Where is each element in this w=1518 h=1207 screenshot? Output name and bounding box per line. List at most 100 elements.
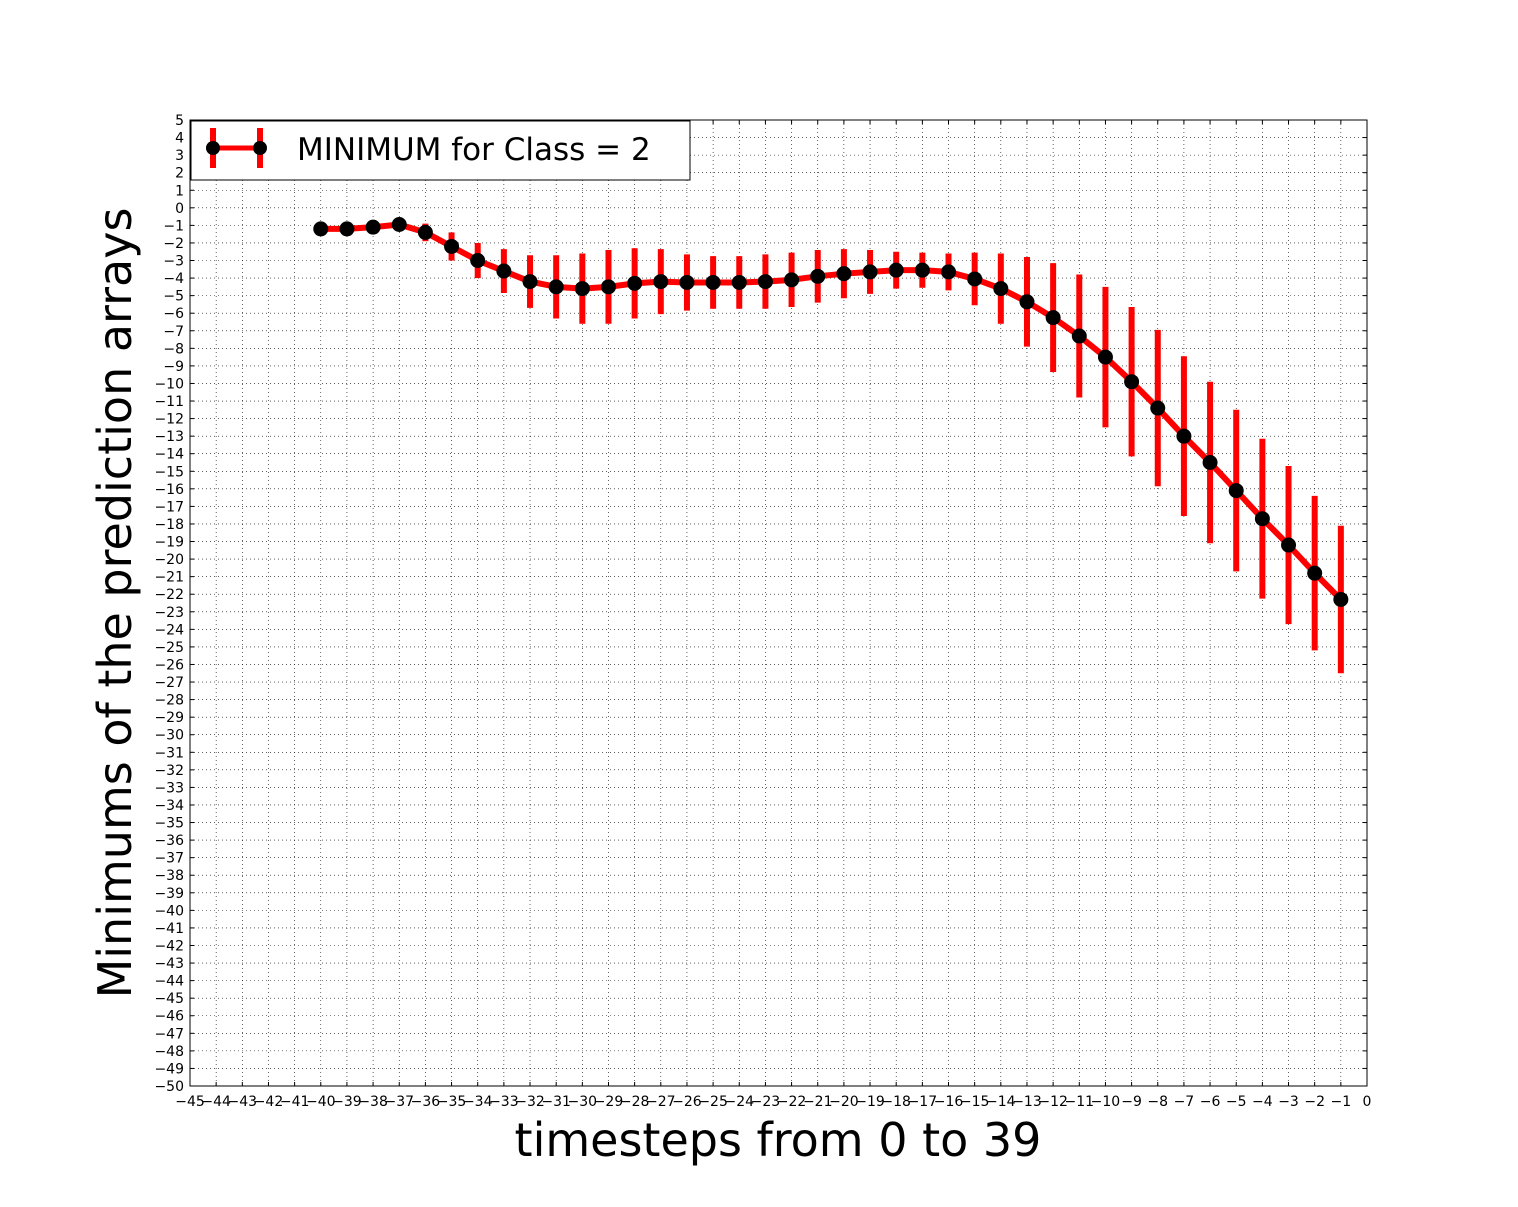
x-tick-label: −27 [646, 1094, 676, 1110]
y-tick-label: 3 [175, 148, 184, 164]
y-tick-label: −47 [154, 1026, 184, 1042]
data-point [574, 281, 590, 297]
y-tick-label: −48 [154, 1044, 184, 1060]
data-point [1097, 349, 1113, 365]
x-tick-label: −21 [803, 1094, 833, 1110]
y-tick-label: −44 [154, 974, 184, 990]
y-tick-label: −7 [163, 324, 184, 340]
data-point [653, 274, 669, 290]
y-tick-label: −1 [163, 218, 184, 234]
y-tick-label: −13 [154, 429, 184, 445]
data-point [522, 274, 538, 290]
x-tick-label: −12 [1038, 1094, 1068, 1110]
y-tick-label: −9 [163, 359, 184, 375]
x-tick-label: −41 [280, 1094, 310, 1110]
data-point [914, 262, 930, 278]
x-tick-label: −32 [515, 1094, 545, 1110]
data-point [1019, 294, 1035, 310]
y-tick-label: −11 [154, 394, 184, 410]
data-point [496, 263, 512, 279]
y-tick-label: −28 [154, 693, 184, 709]
data-point [365, 219, 381, 235]
data-point [1333, 591, 1349, 607]
y-tick-label: −27 [154, 675, 184, 691]
y-tick-label: −2 [163, 236, 184, 252]
x-tick-label: −35 [437, 1094, 467, 1110]
x-tick-label: −37 [384, 1094, 414, 1110]
y-tick-label: −45 [154, 991, 184, 1007]
data-point [941, 264, 957, 280]
data-point [1281, 537, 1297, 553]
x-tick-label: −2 [1304, 1094, 1325, 1110]
y-tick-label: −25 [154, 640, 184, 656]
data-point [967, 271, 983, 287]
legend: MINIMUM for Class = 2 [190, 120, 691, 181]
x-tick-label: −25 [698, 1094, 728, 1110]
data-point [705, 274, 721, 290]
data-point [1150, 400, 1166, 416]
y-tick-label: −6 [163, 306, 184, 322]
y-tick-label: −38 [154, 868, 184, 884]
x-tick-label: −17 [908, 1094, 938, 1110]
x-tick-label: −19 [855, 1094, 885, 1110]
series-line-group [320, 221, 1343, 602]
y-tick-label: −21 [154, 570, 184, 586]
x-tick-label: −33 [489, 1094, 519, 1110]
data-point [1228, 483, 1244, 499]
y-tick-label: −22 [154, 587, 184, 603]
y-tick-label: −35 [154, 816, 184, 832]
y-tick-label: −24 [154, 622, 184, 638]
x-tick-label: −22 [777, 1094, 807, 1110]
y-tick-label: −40 [154, 903, 184, 919]
x-tick-label: −5 [1226, 1094, 1247, 1110]
x-tick-label: −40 [306, 1094, 336, 1110]
y-tick-label: 4 [175, 131, 184, 147]
y-tick-label: −17 [154, 499, 184, 515]
x-tick-label: −45 [175, 1094, 205, 1110]
y-tick-label: −43 [154, 956, 184, 972]
x-tick-label: −10 [1091, 1094, 1121, 1110]
x-tick-label: −3 [1278, 1094, 1299, 1110]
y-tick-label: −18 [154, 517, 184, 533]
y-tick-label: −8 [163, 341, 184, 357]
y-tick-label: −3 [163, 254, 184, 270]
x-tick-label: −7 [1174, 1094, 1195, 1110]
data-point [313, 221, 329, 237]
y-tick-label: −10 [154, 376, 184, 392]
y-tick-label: −33 [154, 780, 184, 796]
x-tick-label: −1 [1331, 1094, 1352, 1110]
y-tick-label: −15 [154, 464, 184, 480]
y-tick-label: −12 [154, 412, 184, 428]
data-point [391, 217, 407, 233]
y-tick-label: −19 [154, 535, 184, 551]
y-tick-label: −26 [154, 657, 184, 673]
data-point [836, 266, 852, 282]
x-tick-label: −8 [1147, 1094, 1168, 1110]
data-point [444, 238, 460, 254]
data-point [757, 274, 773, 290]
data-point [1307, 565, 1323, 581]
x-tick-label: −26 [672, 1094, 702, 1110]
data-point [600, 279, 616, 295]
x-tick-label: 0 [1363, 1094, 1372, 1110]
y-tick-label: 1 [175, 183, 184, 199]
data-point [1202, 454, 1218, 470]
y-tick-label: −30 [154, 728, 184, 744]
y-tick-label: −41 [154, 921, 184, 937]
x-tick-label: −38 [358, 1094, 388, 1110]
data-point [731, 274, 747, 290]
y-tick-label: −4 [163, 271, 184, 287]
y-tick-label: −29 [154, 710, 184, 726]
data-point [679, 274, 695, 290]
x-tick-label: −42 [254, 1094, 284, 1110]
y-tick-label: −34 [154, 798, 184, 814]
data-point [862, 264, 878, 280]
x-tick-label: −31 [541, 1094, 571, 1110]
data-point [1071, 328, 1087, 344]
y-tick-label: −42 [154, 938, 184, 954]
data-point [810, 268, 826, 284]
x-tick-label: −34 [463, 1094, 493, 1110]
legend-marker-swatch-left [206, 141, 220, 155]
